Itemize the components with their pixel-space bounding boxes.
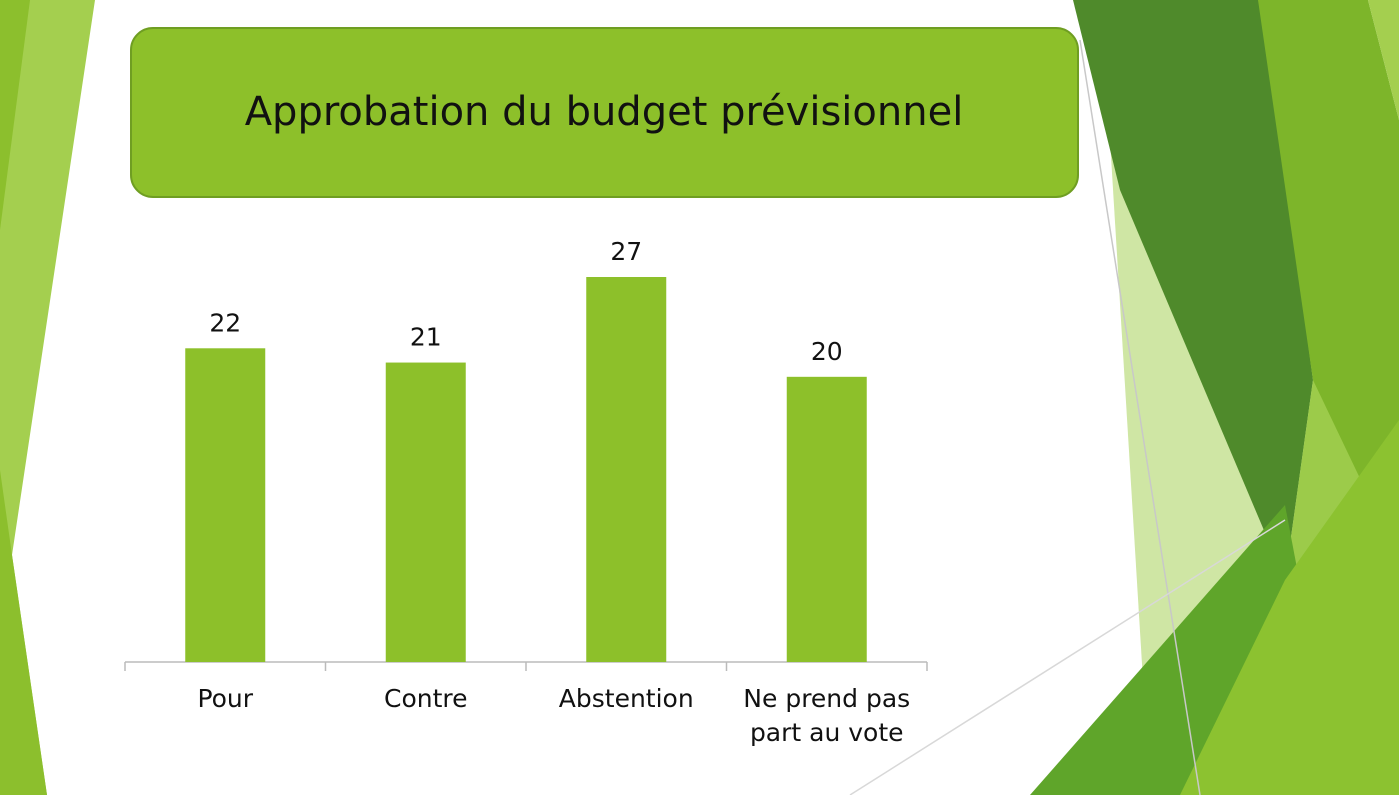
value-label: 20 — [811, 337, 843, 366]
decor-shape — [1180, 420, 1399, 795]
decor-shape — [1368, 0, 1399, 120]
bar — [185, 348, 266, 662]
x-tick-label: Pour — [197, 684, 254, 713]
decor-shape — [1073, 0, 1313, 580]
x-tick-label: Abstention — [558, 684, 694, 713]
x-tick-label: Contre — [383, 684, 468, 713]
title-box — [130, 27, 1079, 198]
bar — [586, 277, 667, 662]
x-tick-label: Ne prend pas part au vote — [743, 684, 911, 747]
decor-line — [849, 519, 1286, 795]
value-label: 22 — [209, 308, 241, 337]
chart-title: Approbation du budget prévisionnel — [245, 89, 964, 135]
bar — [385, 362, 466, 662]
decor-line — [1079, 39, 1201, 795]
value-label: 21 — [410, 323, 442, 352]
bar — [786, 376, 867, 662]
decor-shape — [0, 0, 95, 795]
value-label: 27 — [610, 237, 642, 266]
decor-shape — [0, 0, 30, 230]
decor-shape — [0, 470, 47, 795]
